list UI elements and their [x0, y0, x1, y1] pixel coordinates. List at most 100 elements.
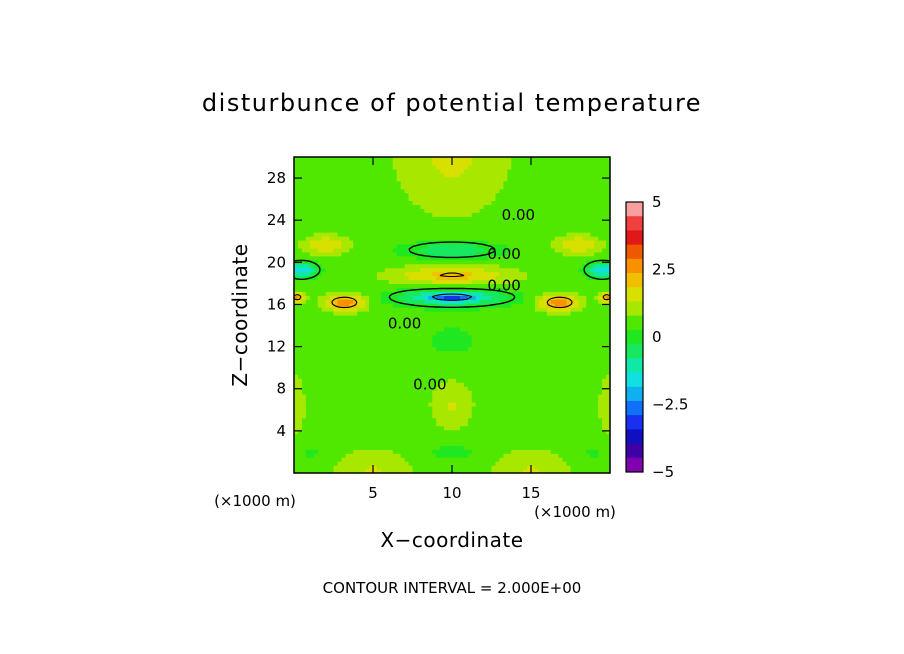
heatmap-cell: [440, 263, 445, 269]
heatmap-cell: [301, 307, 307, 312]
heatmap-cell: [511, 374, 516, 379]
heatmap-cell: [463, 465, 469, 470]
heatmap-cell: [558, 374, 564, 379]
heatmap-cell: [503, 413, 508, 419]
heatmap-cell: [515, 449, 520, 454]
heatmap-cell: [424, 259, 429, 265]
heatmap-cell: [440, 318, 445, 324]
heatmap-cell: [317, 366, 323, 371]
heatmap-cell: [408, 401, 414, 407]
heatmap-cell: [408, 354, 414, 360]
heatmap-cell: [531, 469, 536, 473]
heatmap-cell: [329, 457, 335, 462]
heatmap-cell: [333, 441, 339, 446]
heatmap-cell: [562, 366, 568, 371]
heatmap-cell: [341, 303, 346, 308]
heatmap-cell: [495, 390, 500, 395]
heatmap-cell: [459, 413, 465, 419]
heatmap-cell: [361, 243, 366, 249]
heatmap-cell: [546, 291, 552, 296]
heatmap-cell: [384, 315, 390, 320]
heatmap-cell: [578, 275, 583, 281]
heatmap-cell: [475, 263, 481, 269]
heatmap-cell: [479, 469, 485, 473]
heatmap-cell: [598, 401, 603, 407]
heatmap-cell: [487, 315, 493, 320]
heatmap-cell: [376, 334, 382, 340]
heatmap-cell: [538, 421, 544, 427]
heatmap-cell: [444, 449, 449, 454]
heatmap-cell: [436, 259, 441, 265]
heatmap-cell: [420, 433, 425, 439]
heatmap-cell: [297, 449, 303, 454]
heatmap-cell: [483, 346, 489, 352]
heatmap-cell: [487, 374, 493, 379]
heatmap-cell: [534, 453, 540, 458]
heatmap-cell: [408, 291, 414, 296]
heatmap-cell: [408, 318, 414, 324]
heatmap-cell: [554, 243, 560, 249]
heatmap-cell: [313, 259, 319, 265]
heatmap-cell: [404, 386, 410, 391]
heatmap-cell: [523, 303, 528, 308]
heatmap-cell: [515, 429, 520, 435]
heatmap-cell: [602, 362, 607, 367]
heatmap-cell: [534, 318, 540, 324]
heatmap-cell: [523, 421, 528, 427]
heatmap-cell: [542, 236, 548, 241]
heatmap-cell: [448, 271, 453, 277]
heatmap-cell: [396, 299, 402, 304]
heatmap-cell: [523, 350, 528, 356]
heatmap-cell: [523, 315, 528, 320]
heatmap-cell: [503, 386, 508, 391]
heatmap-cell: [448, 437, 453, 442]
heatmap-cell: [305, 295, 311, 300]
heatmap-cell: [507, 236, 512, 241]
heatmap-cell: [467, 299, 473, 304]
heatmap-cell: [550, 322, 556, 328]
heatmap-cell: [459, 263, 465, 269]
heatmap-cell: [566, 307, 572, 312]
heatmap-cell: [376, 382, 382, 387]
heatmap-cell: [574, 326, 579, 332]
heatmap-cell: [515, 247, 520, 253]
heatmap-cell: [570, 267, 576, 273]
heatmap-cell: [376, 259, 382, 265]
heatmap-cell: [463, 334, 469, 340]
heatmap-cell: [534, 358, 540, 363]
heatmap-cell: [479, 271, 485, 277]
heatmap-cell: [361, 469, 366, 473]
heatmap-cell: [554, 322, 560, 328]
heatmap-cell: [436, 386, 441, 391]
heatmap-cell: [353, 263, 358, 269]
heatmap-cell: [570, 263, 576, 269]
heatmap-cell: [475, 449, 481, 454]
heatmap-cell: [515, 394, 520, 399]
heatmap-cell: [452, 259, 457, 265]
heatmap-cell: [574, 461, 579, 466]
heatmap-cell: [373, 390, 378, 395]
heatmap-cell: [301, 405, 307, 411]
heatmap-cell: [297, 263, 303, 269]
heatmap-cell: [420, 236, 425, 241]
heatmap-cell: [511, 334, 516, 340]
heatmap-cell: [400, 228, 406, 233]
heatmap-cell: [317, 405, 323, 411]
heatmap-cell: [400, 322, 406, 328]
heatmap-cell: [440, 390, 445, 395]
heatmap-cell: [448, 350, 453, 356]
heatmap-cell: [380, 461, 386, 466]
heatmap-cell: [582, 295, 587, 300]
heatmap-cell: [369, 362, 374, 367]
heatmap-cell: [562, 251, 568, 257]
heatmap-cell: [309, 346, 315, 352]
heatmap-cell: [491, 370, 497, 375]
heatmap-cell: [313, 287, 319, 292]
heatmap-cell: [380, 354, 386, 360]
heatmap-cell: [333, 311, 339, 316]
heatmap-cell: [455, 354, 461, 360]
heatmap-cell: [365, 228, 370, 233]
heatmap-cell: [365, 251, 370, 257]
heatmap-cell: [574, 350, 579, 356]
heatmap-cell: [590, 374, 595, 379]
